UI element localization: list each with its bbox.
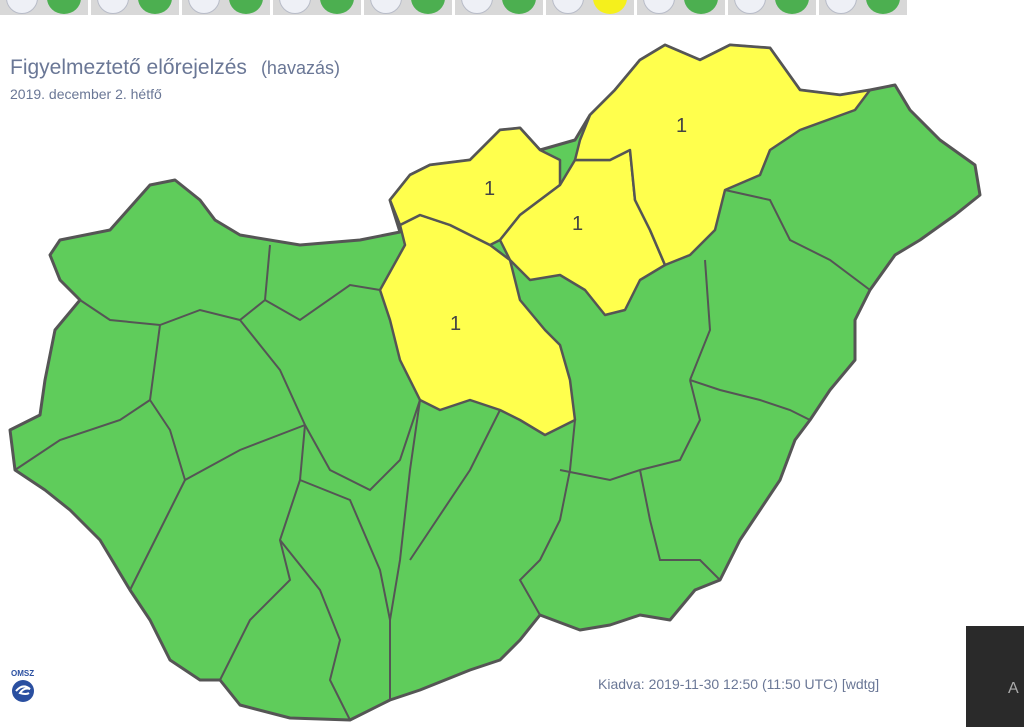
title-subtitle: (havazás) [260, 58, 340, 78]
overlay-letter: A [1008, 680, 1019, 697]
forecast-date: 2019. december 2. hétfő [10, 86, 162, 102]
warning-level-indicator-icon [684, 0, 718, 14]
page-title: Figyelmeztető előrejelzés (havazás) [10, 56, 340, 80]
toolbar-item-thunderstorm[interactable] [91, 0, 179, 15]
warning-level-indicator-icon [229, 0, 263, 14]
warning-level-label: 1 [450, 313, 461, 335]
warning-level-label: 1 [572, 213, 583, 235]
warning-level-indicator-icon [502, 0, 536, 14]
warning-level-label: 1 [676, 115, 687, 137]
toolbar-item-heat[interactable] [819, 0, 907, 15]
toolbar-item-gust[interactable] [273, 0, 361, 15]
warning-level-indicator-icon [411, 0, 445, 14]
region-borsod-warning[interactable] [573, 43, 872, 267]
side-overlay-panel[interactable]: A [966, 626, 1024, 727]
omsz-logo: OMSZ [10, 665, 36, 705]
toolbar-item-freezing-rain[interactable] [364, 0, 452, 15]
toolbar-item-snow[interactable] [546, 0, 634, 15]
issued-timestamp: Kiadva: 2019-11-30 12:50 (11:50 UTC) [wd… [598, 676, 880, 692]
toolbar-item-wind[interactable] [0, 0, 88, 15]
county-borders [14, 189, 871, 721]
warning-level-indicator-icon [320, 0, 354, 14]
toolbar-item-cold[interactable] [728, 0, 816, 15]
warning-type-toolbar [0, 0, 907, 15]
warning-level-indicator-icon [593, 0, 627, 14]
toolbar-item-snowdrift[interactable] [455, 0, 543, 15]
title-text: Figyelmeztető előrejelzés [10, 56, 247, 79]
warning-level-indicator-icon [138, 0, 172, 14]
warning-level-indicator-icon [866, 0, 900, 14]
warning-level-label: 1 [484, 178, 495, 200]
toolbar-item-rain[interactable] [182, 0, 270, 15]
warning-level-indicator-icon [775, 0, 809, 14]
warning-level-indicator-icon [47, 0, 81, 14]
svg-text:OMSZ: OMSZ [11, 669, 34, 678]
toolbar-item-fog[interactable] [637, 0, 725, 15]
